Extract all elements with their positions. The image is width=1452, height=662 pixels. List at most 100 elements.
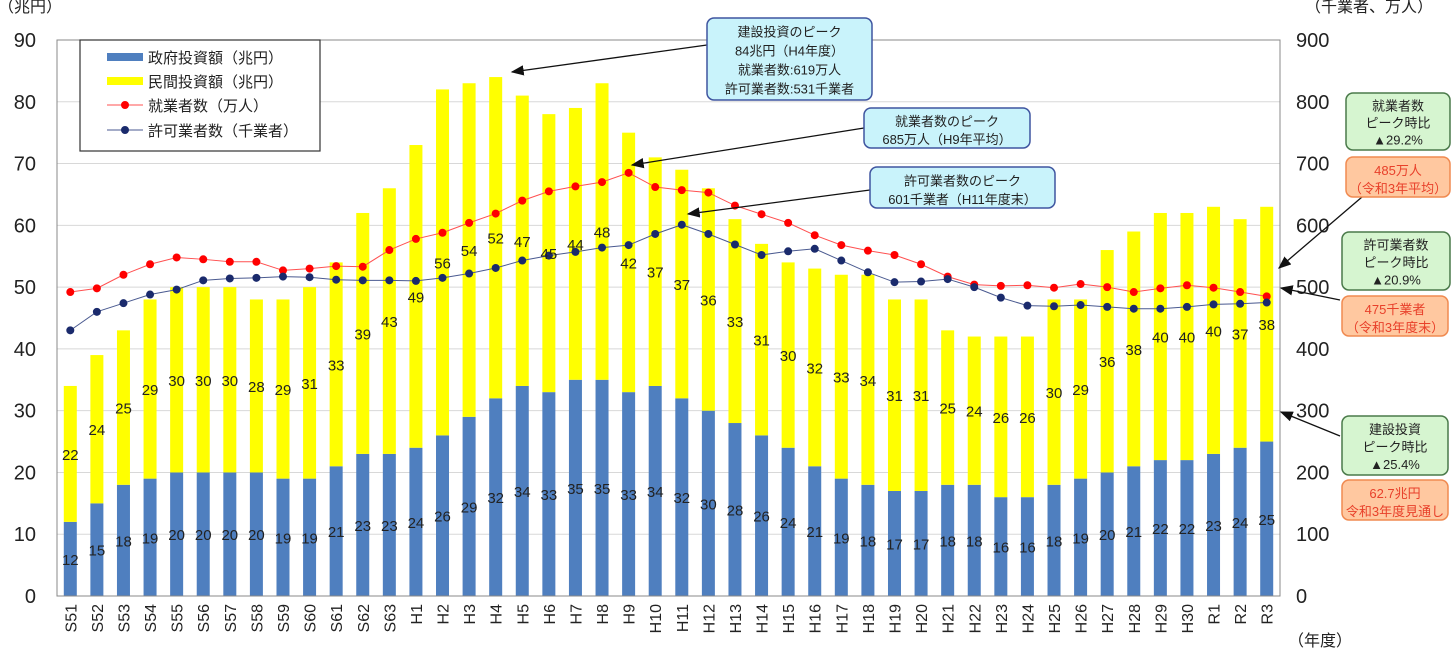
- bar-private: [170, 287, 184, 473]
- x-tick-label: S54: [143, 604, 160, 633]
- data-label-private: 40: [1152, 330, 1169, 347]
- bar-government: [994, 497, 1008, 596]
- annotation-text: 475千業者: [1365, 302, 1426, 317]
- right-tick-label: 100: [1296, 524, 1329, 546]
- bar-private: [1047, 299, 1061, 485]
- bar-government: [622, 392, 636, 596]
- bar-government: [1207, 453, 1221, 596]
- annotation-text: 485万人: [1374, 163, 1422, 178]
- annotation-box: [1341, 415, 1449, 476]
- line-permitted: [70, 224, 1267, 331]
- data-label-government: 16: [1019, 540, 1036, 557]
- point-permitted: [970, 283, 979, 292]
- left-tick-label: 10: [14, 524, 36, 546]
- point-permitted: [1023, 301, 1032, 310]
- point-permitted: [199, 276, 208, 285]
- data-label-government: 24: [780, 515, 797, 532]
- data-label-private: 38: [1125, 342, 1142, 359]
- legend-marker-permitted: [121, 126, 129, 134]
- line-employees: [70, 172, 1267, 297]
- point-permitted: [704, 229, 713, 238]
- bar-private: [568, 107, 582, 380]
- point-employees: [172, 253, 181, 262]
- bar-government: [170, 472, 184, 596]
- x-tick-label: H28: [1127, 604, 1144, 633]
- data-label-government: 28: [727, 503, 744, 520]
- bar-private: [1260, 206, 1274, 442]
- x-tick-label: S60: [303, 604, 320, 633]
- data-label-private: 34: [860, 373, 877, 390]
- x-tick-label: S53: [116, 604, 133, 633]
- point-permitted: [917, 277, 926, 286]
- point-permitted: [358, 276, 367, 285]
- x-tick-label: H4: [489, 604, 506, 625]
- bar-private: [382, 188, 396, 454]
- data-label-private: 33: [328, 357, 345, 374]
- point-permitted: [598, 243, 607, 252]
- annotation-arrow: [1278, 196, 1363, 269]
- point-employees: [438, 228, 447, 237]
- annotation-box: [1345, 156, 1451, 198]
- bar-government: [143, 478, 157, 596]
- bar-government: [1020, 497, 1034, 596]
- annotation-box: [706, 17, 873, 101]
- point-permitted: [571, 247, 580, 256]
- x-tick-label: H5: [515, 604, 532, 625]
- annotation-text: ピーク時比: [1365, 116, 1430, 131]
- data-label-private: 33: [833, 370, 850, 387]
- point-permitted: [890, 278, 899, 287]
- x-tick-label: H20: [914, 604, 931, 633]
- bar-government: [941, 484, 955, 596]
- bar-private: [994, 336, 1008, 498]
- data-label-private: 30: [195, 373, 212, 390]
- point-employees: [598, 178, 607, 187]
- bar-government: [515, 385, 529, 596]
- bar-private: [595, 83, 609, 380]
- point-employees: [252, 257, 261, 266]
- bar-government: [568, 379, 582, 596]
- data-label-government: 20: [168, 527, 185, 544]
- data-label-private: 30: [1046, 385, 1063, 402]
- bar-government: [728, 423, 742, 596]
- legend-swatch-private: [107, 77, 143, 85]
- point-employees: [278, 266, 287, 275]
- bar-private: [1020, 336, 1034, 498]
- legend-swatch-government: [107, 53, 143, 61]
- data-label-private: 56: [434, 255, 451, 272]
- bar-government: [1074, 478, 1088, 596]
- point-permitted: [305, 273, 314, 282]
- bar-government: [542, 392, 556, 596]
- bar-government: [196, 472, 210, 596]
- data-label-government: 34: [514, 484, 531, 501]
- bar-private: [329, 262, 343, 467]
- x-tick-label: H8: [595, 604, 612, 625]
- point-permitted: [225, 274, 234, 283]
- x-tick-label: H23: [994, 604, 1011, 633]
- x-tick-label: H13: [728, 604, 745, 633]
- point-employees: [1076, 280, 1085, 289]
- data-label-government: 23: [1205, 518, 1222, 535]
- data-label-private: 24: [89, 422, 106, 439]
- point-permitted: [757, 250, 766, 259]
- annotation-text: ▲20.9%: [1371, 272, 1421, 287]
- left-axis-unit: （兆円）: [0, 0, 62, 16]
- bar-government: [462, 416, 476, 596]
- point-employees: [571, 182, 580, 191]
- annotation-text: 建設投資: [1369, 422, 1421, 437]
- data-label-private: 30: [780, 348, 797, 365]
- x-tick-label: H27: [1100, 604, 1117, 633]
- bar-government: [1233, 447, 1247, 596]
- point-employees: [837, 241, 846, 250]
- point-permitted: [1209, 300, 1218, 309]
- annotation-text: 建設投資のピーク: [737, 25, 841, 40]
- bar-government: [223, 472, 237, 596]
- data-label-government: 30: [700, 496, 717, 513]
- bar-private: [276, 299, 290, 479]
- data-label-government: 12: [62, 552, 79, 569]
- right-tick-label: 600: [1296, 215, 1329, 237]
- point-employees: [146, 260, 155, 269]
- data-label-private: 29: [275, 382, 292, 399]
- bar-private: [462, 83, 476, 417]
- x-tick-label: S58: [249, 604, 266, 633]
